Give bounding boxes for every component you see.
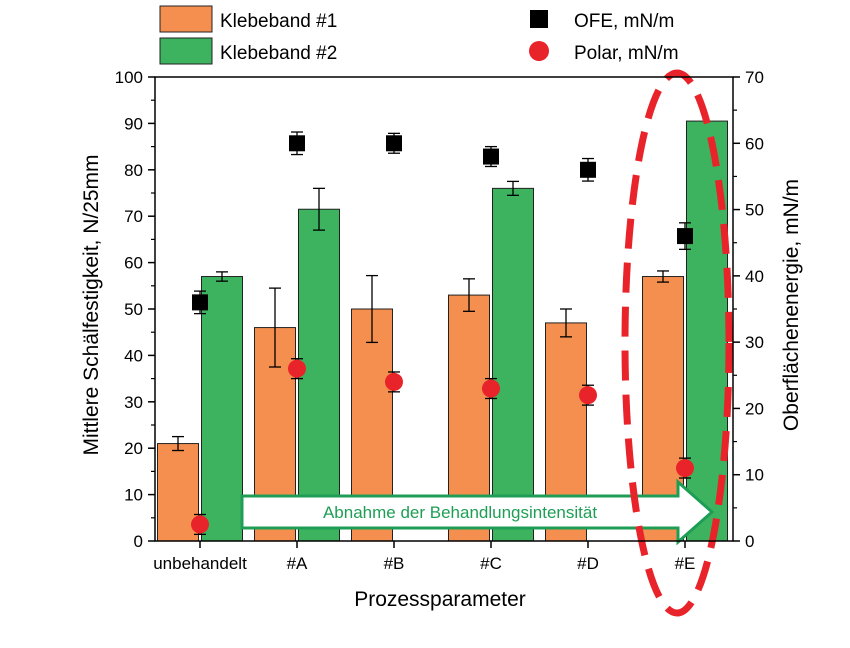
point-ofe: [289, 135, 305, 152]
y-right-tick-label: 30: [745, 333, 764, 352]
point-polar: [676, 459, 694, 478]
y-tick-label: 60: [124, 254, 143, 273]
y-tick-label: 100: [115, 68, 143, 87]
y-tick-label: 10: [124, 486, 143, 505]
point-ofe: [386, 135, 402, 152]
y-right-tick-label: 0: [745, 532, 754, 551]
x-tick-label: #E: [675, 554, 696, 573]
arrow-label: Abnahme der Behandlungsintensität: [323, 503, 597, 522]
y-right-tick-label: 50: [745, 201, 764, 220]
y-right-tick-label: 40: [745, 267, 764, 286]
bar-klebeband-2: [298, 208, 340, 542]
y-tick-label: 90: [124, 114, 143, 133]
y-tick-label: 80: [124, 161, 143, 180]
point-ofe: [677, 228, 693, 245]
legend-marker-circle: [529, 41, 549, 61]
legend-label: Klebeband #1: [220, 11, 337, 32]
x-tick-label: #D: [577, 554, 599, 573]
bar-klebeband-2: [492, 187, 534, 542]
decreasing-intensity-arrow: [240, 478, 715, 546]
point-polar: [579, 386, 597, 405]
legend-marker-square: [530, 10, 548, 28]
point-ofe: [483, 148, 499, 165]
x-tick-label: #C: [480, 554, 502, 573]
y-right-tick-label: 20: [745, 399, 764, 418]
x-tick-label: #B: [384, 554, 405, 573]
x-tick-label: unbehandelt: [153, 554, 247, 573]
y-tick-label: 20: [124, 439, 143, 458]
point-polar: [288, 359, 306, 378]
y-tick-label: 30: [124, 393, 143, 412]
y-tick-label: 40: [124, 346, 143, 365]
legend-swatch: [159, 5, 213, 33]
y-tick-label: 50: [124, 300, 143, 319]
y-right-tick-label: 60: [745, 134, 764, 153]
point-ofe: [580, 161, 596, 178]
x-tick-label: #A: [287, 554, 308, 573]
point-ofe: [192, 294, 208, 311]
bar-klebeband-2: [201, 276, 243, 542]
y-tick-label: 0: [134, 532, 143, 551]
point-polar: [385, 372, 403, 391]
point-polar: [482, 379, 500, 398]
legend-label: Klebeband #2: [220, 43, 337, 64]
x-axis-label: Prozessparameter: [354, 588, 526, 611]
y-right-tick-label: 70: [745, 68, 764, 87]
plot-area: Abnahme der Behandlungsintensität: [157, 69, 733, 617]
legend-label: OFE, mN/m: [574, 11, 674, 32]
legend: Klebeband #1 Klebeband #2 OFE, mN/m Polar, …: [159, 5, 679, 65]
y-axis-right-label: Oberflächenenergie, mN/m: [780, 179, 803, 431]
axes: 0 10 20 30 40 50 60 70 80 90 100 0 10 20 30 40 50 60 70 unb…: [115, 68, 764, 573]
highlight-ellipse: [621, 69, 733, 617]
y-right-tick-label: 10: [745, 466, 764, 485]
legend-swatch: [159, 37, 213, 65]
y-tick-label: 70: [124, 207, 143, 226]
legend-label: Polar, mN/m: [574, 43, 679, 64]
y-axis-label: Mittlere Schälfestigkeit, N/25mm: [80, 154, 103, 455]
point-polar: [191, 515, 209, 534]
